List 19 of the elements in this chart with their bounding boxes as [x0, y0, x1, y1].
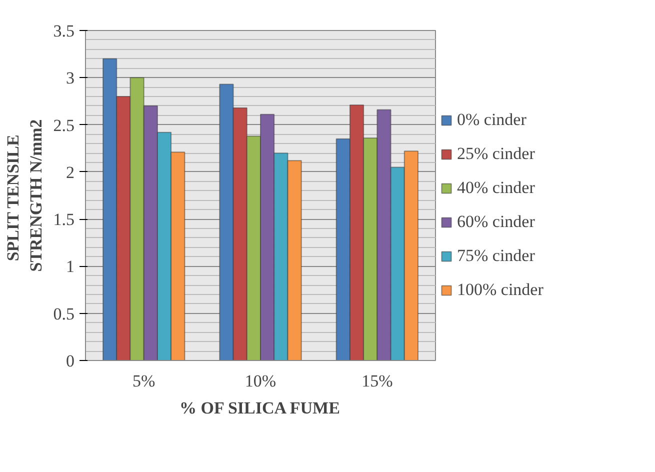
y-tick-label: 3 [66, 68, 74, 88]
y-tick-label: 0.5 [53, 304, 74, 324]
x-tick-label: 10% [244, 372, 276, 390]
legend-label: 25% cinder [457, 144, 535, 164]
y-tick-label: 2 [66, 162, 74, 182]
y-tick-label: 1.5 [53, 210, 74, 230]
x-tick-label: 5% [132, 372, 156, 390]
y-tick-label: 3.5 [53, 22, 74, 40]
legend-label: 100% cinder [457, 280, 544, 300]
legend-label: 75% cinder [457, 246, 535, 266]
y-tick-label: 1 [66, 257, 74, 276]
legend-label: 60% cinder [457, 212, 535, 232]
y-tick-label: 2.5 [53, 116, 74, 135]
legend-label: 0% cinder [457, 110, 526, 130]
x-tick-label: 15% [362, 372, 393, 390]
x-axis-title: % OF SILICA FUME [180, 398, 340, 418]
y-axis-title: SPLIT TENSILE STRENGTH N/mm2 [3, 119, 46, 272]
y-tick-label: 0 [66, 352, 74, 370]
legend-label: 40% cinder [457, 178, 535, 198]
